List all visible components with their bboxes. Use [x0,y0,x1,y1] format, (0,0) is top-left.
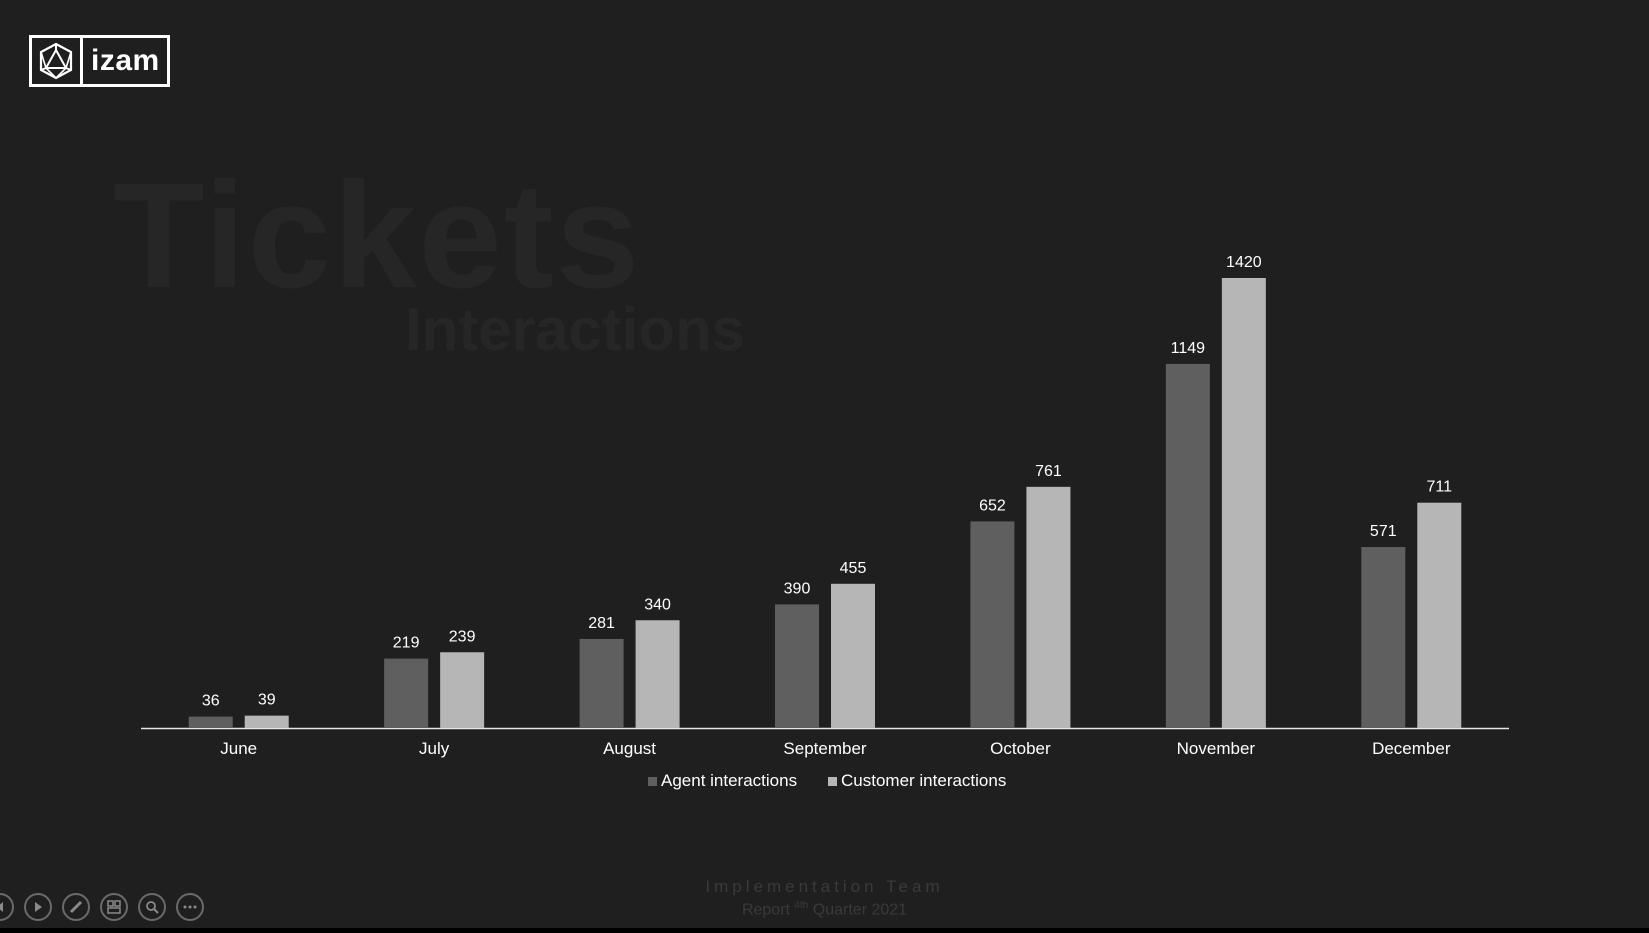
more-icon[interactable] [176,893,204,921]
x-tick-label: October [990,739,1051,758]
data-label: 1149 [1171,340,1206,357]
data-label: 571 [1370,523,1397,540]
bar [1417,502,1462,728]
legend-label: Customer interactions [841,771,1006,790]
bar [775,604,819,728]
bar [244,715,289,728]
data-label: 281 [588,615,615,632]
previous-icon[interactable] [0,893,14,921]
bar [384,658,429,728]
footer-report: Report 4th Quarter 2021 [0,900,1649,919]
footer-report-prefix: Report [741,901,790,919]
legend-swatch [648,777,657,786]
bar [970,521,1015,728]
zoom-icon[interactable] [138,893,166,921]
bar [635,620,680,728]
data-label: 39 [258,692,276,709]
bar [1165,363,1210,728]
data-label: 239 [449,628,476,645]
data-label: 340 [644,596,671,613]
slides-icon[interactable] [100,893,128,921]
legend-label: Agent interactions [661,771,797,790]
presentation-controls [0,893,204,921]
bar [1221,278,1266,728]
x-tick-label: December [1372,739,1451,758]
footer-report-quarter: 4th [794,900,809,911]
x-tick-label: November [1177,739,1256,758]
x-tick-label: August [603,739,656,758]
data-label: 652 [979,497,1006,514]
company-logo: izam [29,35,170,87]
data-label: 219 [393,635,420,652]
x-tick-label: July [419,739,450,758]
polyhedron-logo-icon [32,38,83,84]
bar [188,716,233,728]
data-label: 455 [840,560,867,577]
data-label: 36 [202,693,220,710]
logo-wordmark: izam [91,44,160,77]
bar [440,652,485,728]
x-tick-label: June [220,739,257,758]
data-label: 1420 [1226,254,1262,271]
data-label: 761 [1035,463,1062,480]
footer-team: Implementation Team [705,877,944,896]
x-tick-label: September [783,739,866,758]
bottom-bar [0,928,1649,933]
bar [831,583,875,728]
footer-report-suffix: Quarter 2021 [812,901,908,919]
bar [1026,486,1071,728]
data-label: 390 [784,580,811,597]
pen-icon[interactable] [62,893,90,921]
legend-swatch [828,777,837,786]
data-label: 711 [1427,479,1453,496]
bar [1361,547,1406,728]
watermark-title: Tickets [113,151,642,319]
bar [579,638,624,728]
play-icon[interactable] [24,893,52,921]
watermark-subtitle: Interactions [405,296,746,363]
